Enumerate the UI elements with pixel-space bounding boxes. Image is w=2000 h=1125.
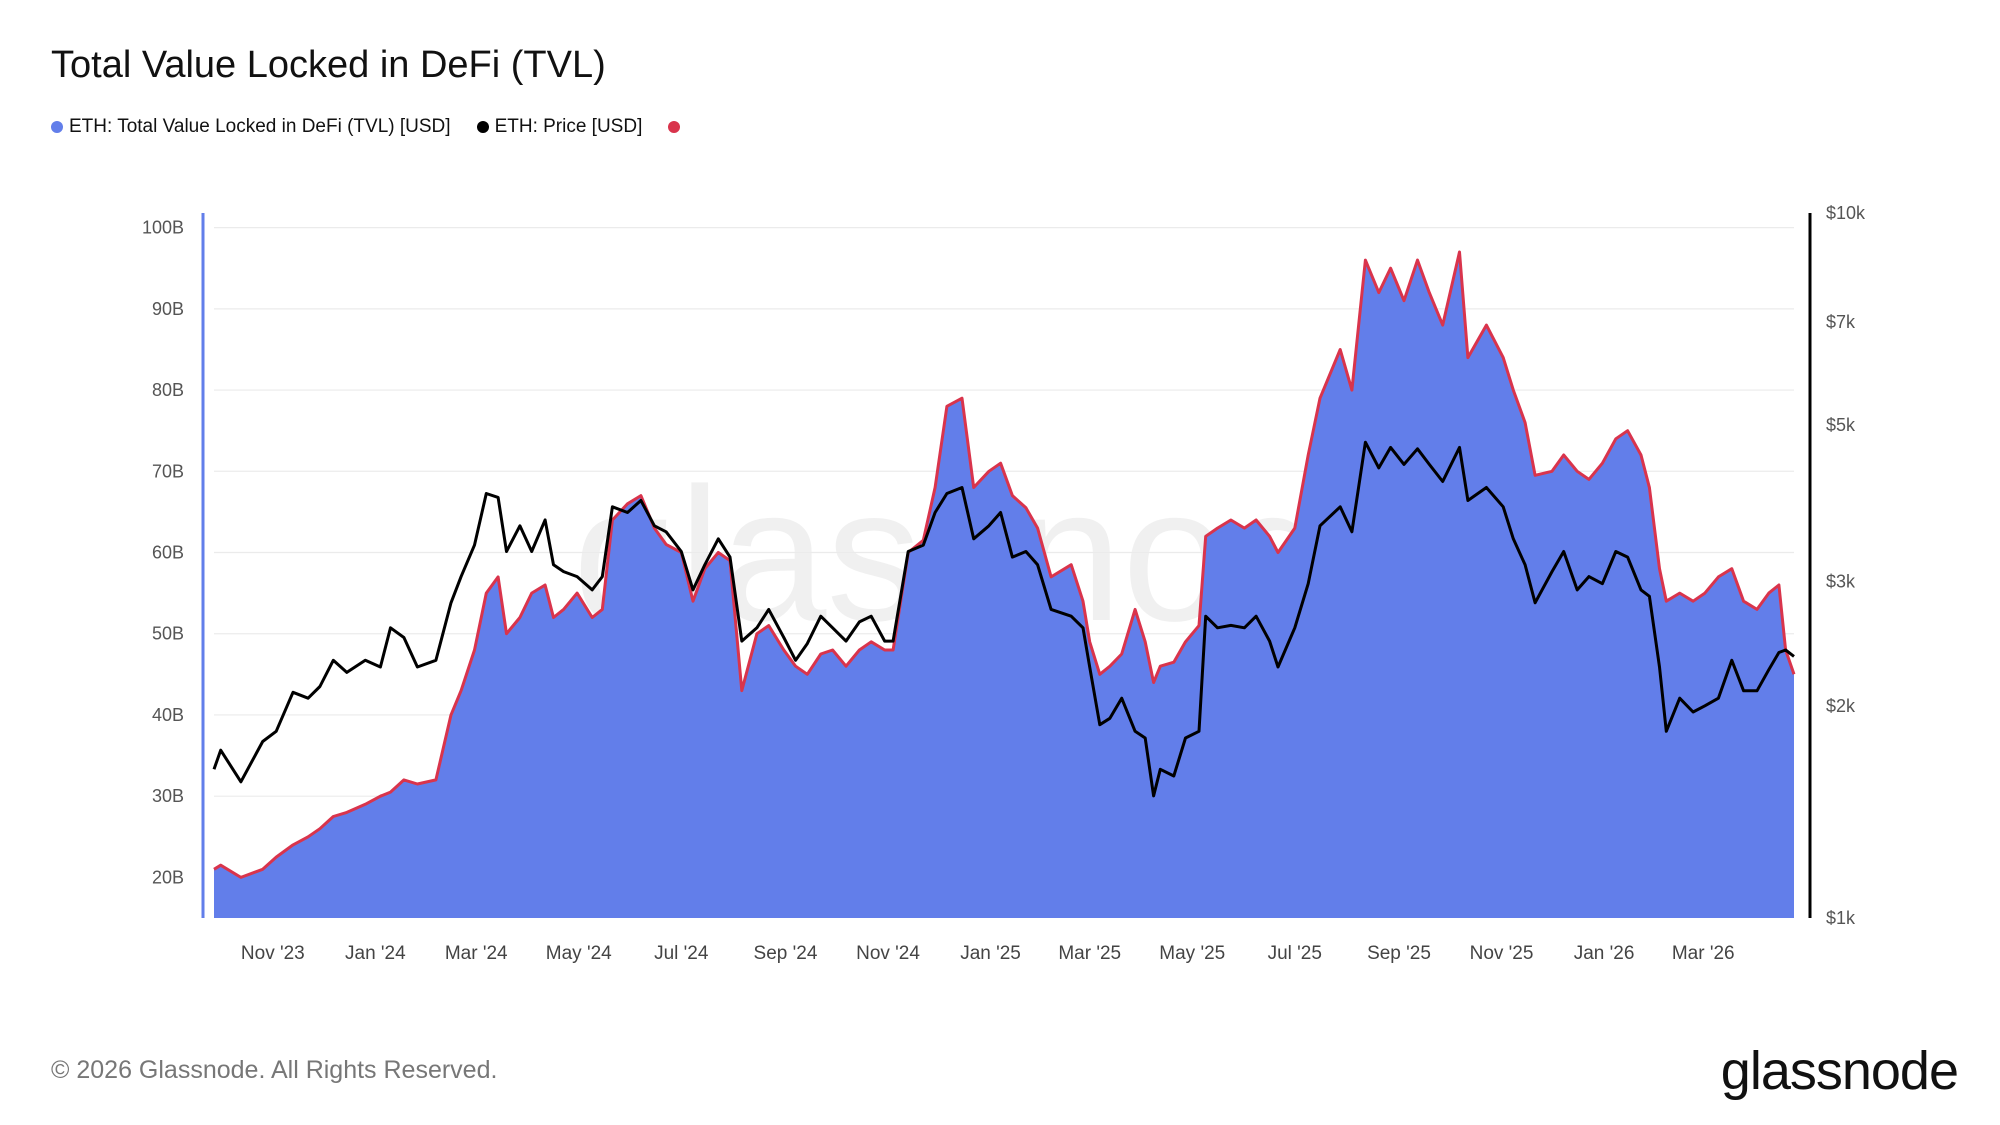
legend-label: ETH: Total Value Locked in DeFi (TVL) [U… [69, 116, 451, 137]
y-left-tick-label: 90B [152, 299, 184, 319]
x-tick-label: Mar '24 [445, 943, 508, 964]
legend-item-third[interactable] [668, 121, 681, 133]
y-left-tick-label: 40B [152, 705, 184, 725]
legend: ETH: Total Value Locked in DeFi (TVL) [U… [51, 116, 681, 138]
x-tick-label: Mar '26 [1672, 943, 1735, 964]
price-line [212, 440, 1795, 798]
x-tick-label: Sep '25 [1367, 943, 1431, 964]
y-right-tick-label: $10k [1826, 203, 1866, 223]
tvl-area [214, 252, 1794, 918]
y-right-tick-label: $3k [1826, 572, 1856, 592]
x-tick-label: Jan '24 [345, 943, 406, 964]
x-tick-label: May '25 [1159, 943, 1225, 964]
plot-area [212, 250, 1796, 918]
x-tick-label: Nov '25 [1470, 943, 1534, 964]
y-left-tick-label: 80B [152, 380, 184, 400]
x-tick-label: Nov '23 [241, 943, 305, 964]
x-tick-label: Jan '26 [1574, 943, 1635, 964]
chart-title: Total Value Locked in DeFi (TVL) [51, 44, 606, 86]
x-tick-label: Mar '25 [1058, 943, 1121, 964]
y-right-tick-label: $5k [1826, 415, 1856, 435]
legend-item-price[interactable]: ETH: Price [USD] [476, 116, 643, 138]
x-tick-label: Jan '25 [960, 943, 1021, 964]
y-left-tick-label: 50B [152, 624, 184, 644]
axes: 20B 30B 40B 50B 60B 70B 80B 90B 100B $1k $2k $3k $5k… [142, 203, 1866, 964]
y-left-tick-label: 100B [142, 218, 184, 238]
x-tick-label: Sep '24 [754, 943, 818, 964]
legend-label: ETH: Price [USD] [494, 116, 643, 137]
y-left-tick-label: 30B [152, 786, 184, 806]
glassnode-logo[interactable]: glassnode [1720, 1041, 1959, 1101]
y-right-tick-label: $1k [1826, 908, 1856, 928]
x-tick-label: May '24 [546, 943, 612, 964]
y-left-tick-label: 60B [152, 543, 184, 563]
y-left-tick-label: 20B [152, 867, 184, 887]
x-tick-label: Jul '25 [1268, 943, 1322, 964]
legend-dot-red-icon [668, 121, 681, 133]
x-tick-label: Jul '24 [654, 943, 709, 964]
y-left-tick-label: 70B [152, 461, 184, 481]
legend-item-tvl[interactable]: ETH: Total Value Locked in DeFi (TVL) [U… [51, 116, 451, 138]
legend-dot-price-icon [476, 121, 489, 133]
x-tick-label: Nov '24 [856, 943, 920, 964]
y-right-tick-label: $7k [1826, 312, 1856, 332]
legend-dot-tvl-icon [51, 121, 63, 133]
copyright-footer: © 2026 Glassnode. All Rights Reserved. [51, 1056, 498, 1084]
red-outline-line [213, 250, 1796, 879]
y-right-tick-label: $2k [1826, 696, 1856, 716]
